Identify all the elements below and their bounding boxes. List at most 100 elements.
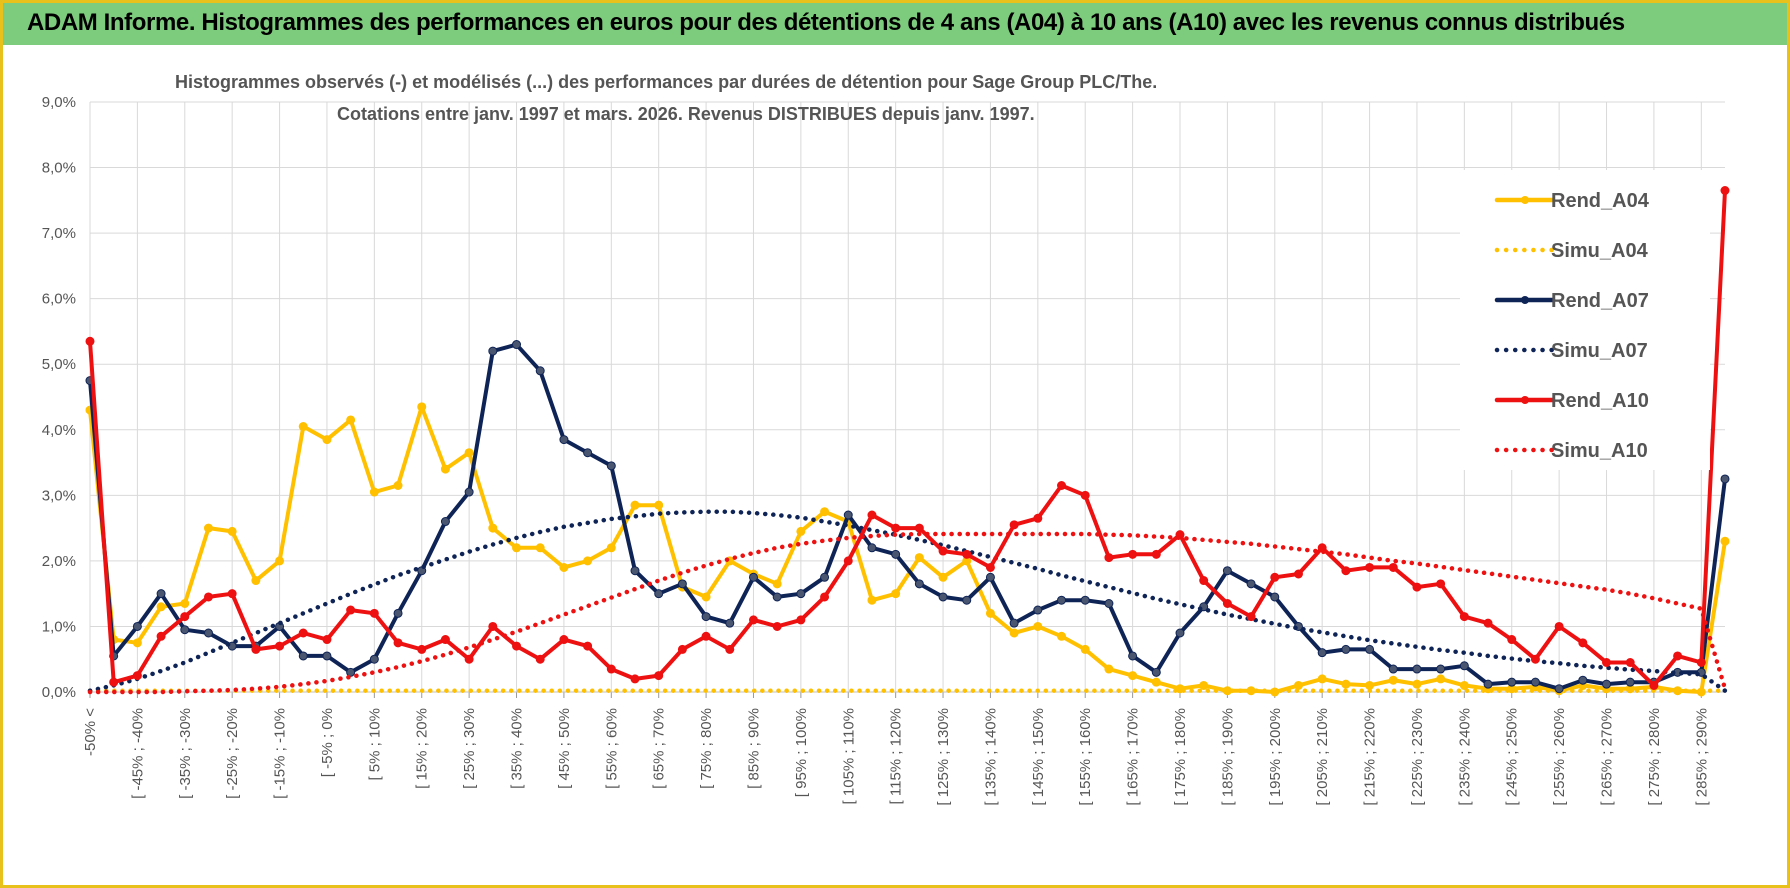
- data-point-rend_a10: [1483, 618, 1493, 628]
- data-point-rend_a10: [1720, 186, 1730, 195]
- data-point-rend_a04: [1033, 621, 1043, 631]
- data-point-rend_a07: [1222, 566, 1232, 576]
- data-point-rend_a07: [772, 592, 782, 602]
- data-point-rend_a04: [1436, 674, 1446, 684]
- x-tick-label: [ 195% ; 200%: [1267, 708, 1284, 806]
- data-point-rend_a04: [1388, 675, 1398, 685]
- x-tick-label: [ 155% ; 160%: [1077, 708, 1094, 806]
- data-point-rend_a10: [1151, 549, 1161, 559]
- data-point-rend_a07: [1388, 664, 1398, 674]
- data-point-rend_a04: [440, 464, 450, 474]
- data-point-rend_a07: [1530, 677, 1540, 687]
- x-tick-label: [ 235% ; 240%: [1456, 708, 1473, 806]
- data-point-rend_a04: [654, 500, 664, 510]
- data-point-rend_a10: [417, 644, 427, 654]
- y-tick-label: 9,0%: [42, 94, 76, 111]
- data-point-rend_a07: [938, 592, 948, 602]
- data-point-rend_a07: [1412, 664, 1422, 674]
- data-point-rend_a10: [1602, 658, 1612, 667]
- legend-box: [1460, 170, 1710, 470]
- data-point-rend_a10: [1696, 658, 1706, 667]
- x-tick-label: [ 165% ; 170%: [1125, 708, 1142, 806]
- data-point-rend_a07: [583, 448, 593, 458]
- data-point-rend_a07: [725, 618, 735, 628]
- data-point-rend_a04: [393, 481, 403, 490]
- data-point-rend_a07: [156, 589, 166, 599]
- x-tick-label: [ 35% ; 40%: [509, 708, 526, 789]
- data-point-rend_a04: [701, 592, 711, 602]
- legend-marker: [1521, 396, 1529, 404]
- data-point-rend_a07: [393, 608, 403, 618]
- data-point-rend_a10: [962, 549, 972, 559]
- data-point-rend_a10: [1009, 520, 1019, 530]
- x-tick-label: [ -5% ; 0%: [319, 708, 336, 777]
- data-point-rend_a07: [867, 543, 877, 553]
- data-point-rend_a10: [1128, 549, 1138, 559]
- data-point-rend_a04: [796, 526, 806, 536]
- y-tick-label: 4,0%: [42, 422, 76, 439]
- data-point-rend_a10: [440, 635, 450, 645]
- data-point-rend_a04: [1009, 628, 1019, 638]
- data-point-rend_a10: [298, 628, 308, 638]
- data-point-rend_a04: [1128, 671, 1138, 681]
- data-point-rend_a10: [677, 644, 687, 654]
- data-point-rend_a10: [796, 615, 806, 625]
- x-tick-label: [ 75% ; 80%: [698, 708, 715, 789]
- data-point-rend_a04: [369, 487, 379, 497]
- data-point-rend_a07: [559, 435, 569, 445]
- data-point-rend_a07: [1483, 679, 1493, 689]
- data-point-rend_a07: [1720, 474, 1730, 484]
- data-point-rend_a10: [1057, 481, 1067, 490]
- data-point-rend_a07: [535, 366, 545, 376]
- x-tick-label: [ 125% ; 130%: [935, 708, 952, 806]
- data-point-rend_a07: [1341, 644, 1351, 654]
- data-point-rend_a10: [156, 631, 166, 641]
- data-point-rend_a10: [1080, 490, 1090, 500]
- y-tick-label: 6,0%: [42, 291, 76, 308]
- data-point-rend_a10: [820, 592, 830, 602]
- data-point-rend_a07: [1578, 675, 1588, 685]
- legend-label-simu_a10: Simu_A10: [1551, 440, 1648, 462]
- y-tick-label: 0,0%: [42, 684, 76, 701]
- y-tick-label: 2,0%: [42, 553, 76, 570]
- data-point-rend_a07: [1246, 579, 1256, 589]
- data-point-rend_a10: [1341, 566, 1351, 576]
- data-point-rend_a10: [1459, 612, 1469, 622]
- x-tick-label: [ 205% ; 210%: [1314, 708, 1331, 806]
- data-point-rend_a07: [701, 612, 711, 622]
- data-point-rend_a10: [1436, 579, 1446, 589]
- data-point-rend_a04: [251, 576, 261, 586]
- x-tick-label: [ 95% ; 100%: [793, 708, 810, 797]
- x-tick-label: [ -35% ; -30%: [177, 708, 194, 799]
- x-tick-label: [ 215% ; 220%: [1362, 708, 1379, 806]
- x-tick-label: [ -45% ; -40%: [129, 708, 146, 799]
- data-point-rend_a04: [322, 435, 332, 445]
- data-point-rend_a04: [1057, 631, 1067, 641]
- data-point-rend_a07: [843, 510, 853, 520]
- data-point-rend_a07: [748, 572, 758, 582]
- data-point-rend_a10: [1270, 572, 1280, 582]
- data-point-rend_a10: [346, 605, 356, 615]
- data-point-rend_a10: [1388, 562, 1398, 572]
- data-point-rend_a10: [1507, 635, 1517, 645]
- data-point-rend_a10: [251, 644, 261, 654]
- data-point-rend_a10: [1293, 569, 1303, 579]
- data-point-rend_a04: [938, 572, 948, 582]
- data-point-rend_a07: [1270, 592, 1280, 602]
- data-point-rend_a04: [1080, 644, 1090, 654]
- data-point-rend_a07: [488, 346, 498, 356]
- data-point-rend_a04: [1341, 679, 1351, 689]
- data-point-rend_a04: [417, 402, 427, 412]
- data-point-rend_a07: [654, 589, 664, 599]
- chart-title-line2: Cotations entre janv. 1997 et mars. 2026…: [337, 104, 1035, 124]
- data-point-rend_a04: [1459, 680, 1469, 690]
- x-tick-label: [ 5% ; 10%: [366, 708, 383, 781]
- data-point-rend_a10: [772, 621, 782, 631]
- data-point-rend_a10: [1554, 621, 1564, 631]
- data-point-rend_a10: [109, 677, 119, 687]
- data-point-rend_a07: [346, 667, 356, 677]
- data-point-rend_a04: [559, 562, 569, 572]
- data-point-rend_a07: [1057, 595, 1067, 605]
- data-point-rend_a07: [440, 517, 450, 527]
- data-point-rend_a10: [322, 635, 332, 645]
